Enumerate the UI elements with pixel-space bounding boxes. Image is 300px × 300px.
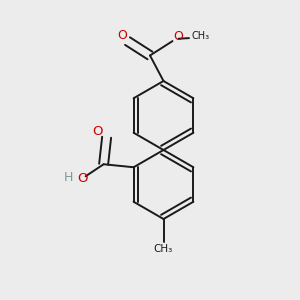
Text: O: O (92, 125, 102, 138)
Text: O: O (173, 30, 183, 43)
Text: CH₃: CH₃ (154, 244, 173, 254)
Text: O: O (117, 29, 127, 42)
Text: O: O (77, 172, 87, 185)
Text: CH₃: CH₃ (192, 31, 210, 41)
Text: H: H (64, 171, 73, 184)
